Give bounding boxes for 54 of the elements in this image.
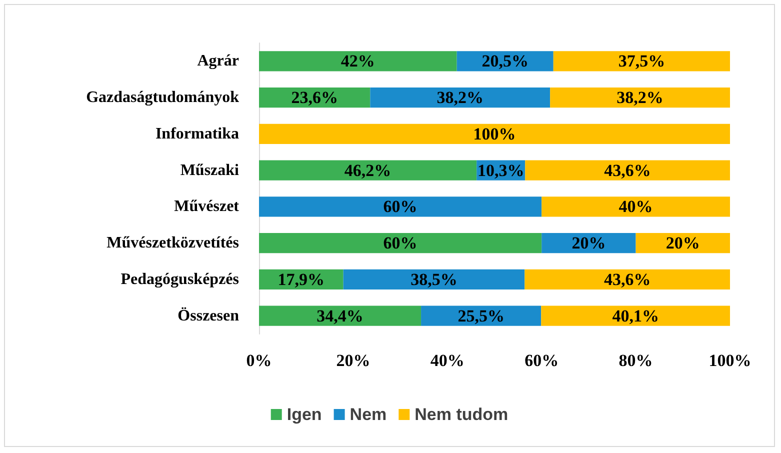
y-tick-label: Művészet (174, 198, 240, 216)
bar (542, 196, 730, 217)
bar (259, 196, 542, 217)
data-label: 25,5% (458, 306, 504, 326)
x-tick-label: 100% (708, 351, 752, 370)
data-label: 20% (572, 234, 606, 253)
data-label: 20% (666, 234, 700, 253)
bar (542, 233, 636, 254)
x-tick-label: 80% (618, 351, 653, 370)
y-tick-label: Összesen (178, 306, 240, 324)
x-tick-label: 20% (336, 351, 370, 370)
bar (525, 160, 730, 180)
bar (343, 269, 525, 290)
data-label: 10,3% (477, 160, 524, 180)
data-label: 37,5% (618, 52, 666, 71)
legend-label: Nem (350, 405, 387, 424)
bar (524, 269, 730, 290)
data-label: 43,6% (604, 160, 651, 180)
legend-label: Igen (286, 405, 322, 424)
bar (636, 233, 730, 254)
data-label: 20,5% (482, 52, 528, 71)
y-tick-label: Műszaki (180, 162, 240, 179)
data-label: 38,5% (410, 270, 458, 289)
data-label: 40% (618, 197, 653, 216)
data-label: 43,6% (604, 270, 651, 289)
bar (370, 88, 550, 108)
y-tick-label: Művészetközvetítés (106, 234, 239, 252)
data-label: 38,2% (616, 88, 664, 108)
bar (259, 233, 542, 254)
data-label: 46,2% (344, 160, 392, 180)
bar (259, 160, 477, 180)
data-label: 60% (383, 197, 418, 216)
y-tick-label: Gazdaságtudományok (86, 89, 240, 106)
data-label: 60% (383, 234, 418, 253)
x-tick-label: 40% (430, 351, 464, 370)
data-label: 17,9% (278, 270, 325, 289)
x-tick-label: 0% (246, 351, 272, 370)
y-tick-label: Pedagógusképzés (120, 270, 239, 288)
y-tick-label: Agrár (197, 52, 239, 70)
y-tick-label: Informatika (155, 125, 239, 142)
data-label: 34,4% (316, 306, 364, 326)
data-label: 42% (340, 52, 375, 71)
bar (541, 306, 730, 326)
bar (259, 124, 730, 144)
bar (550, 88, 730, 108)
data-label: 40,1% (612, 306, 659, 326)
bar (553, 51, 730, 72)
data-label: 23,6% (291, 88, 338, 108)
bar (259, 306, 422, 326)
bar (259, 51, 457, 72)
x-tick-label: 60% (524, 351, 559, 370)
data-label: 100% (473, 124, 516, 144)
data-label: 38,2% (436, 88, 484, 108)
legend-label: Nem tudom (414, 405, 508, 424)
